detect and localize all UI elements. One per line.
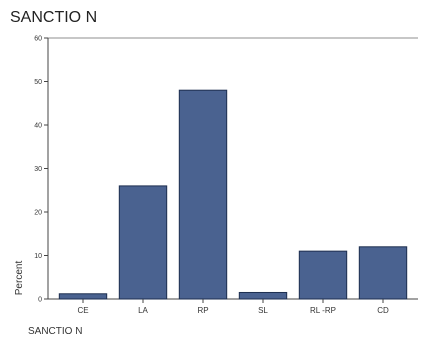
y-tick-label: 20	[34, 210, 42, 217]
y-axis-title: Percent	[14, 261, 25, 296]
y-tick-label: 60	[34, 36, 42, 43]
y-axis-ticks: 0 10 20 30 40 50 60	[34, 36, 48, 304]
x-tick-label: CE	[77, 306, 88, 315]
x-tick-label: CD	[377, 306, 389, 315]
y-tick-label: 0	[38, 297, 42, 304]
bars-group	[58, 89, 408, 300]
bar-rp	[178, 89, 228, 300]
chart-title: SANCTIO N	[10, 9, 97, 26]
y-tick-label: 30	[34, 166, 42, 173]
bar-rl-rp	[298, 250, 348, 300]
y-tick-label: 40	[34, 123, 42, 130]
x-tick-label: RP	[197, 306, 208, 315]
y-tick-label: 10	[34, 253, 42, 260]
x-tick-label: LA	[138, 306, 148, 315]
x-axis-ticks: CE LA RP SL RL -RP CD	[77, 299, 389, 315]
bar-cd	[358, 246, 408, 300]
x-tick-label: RL -RP	[310, 306, 336, 315]
bar-la	[118, 185, 168, 300]
bar-sl	[238, 291, 288, 300]
x-tick-label: SL	[258, 306, 268, 315]
y-tick-label: 50	[34, 79, 42, 86]
bar-ce	[58, 293, 108, 300]
x-axis-title: SANCTIO N	[28, 326, 82, 337]
